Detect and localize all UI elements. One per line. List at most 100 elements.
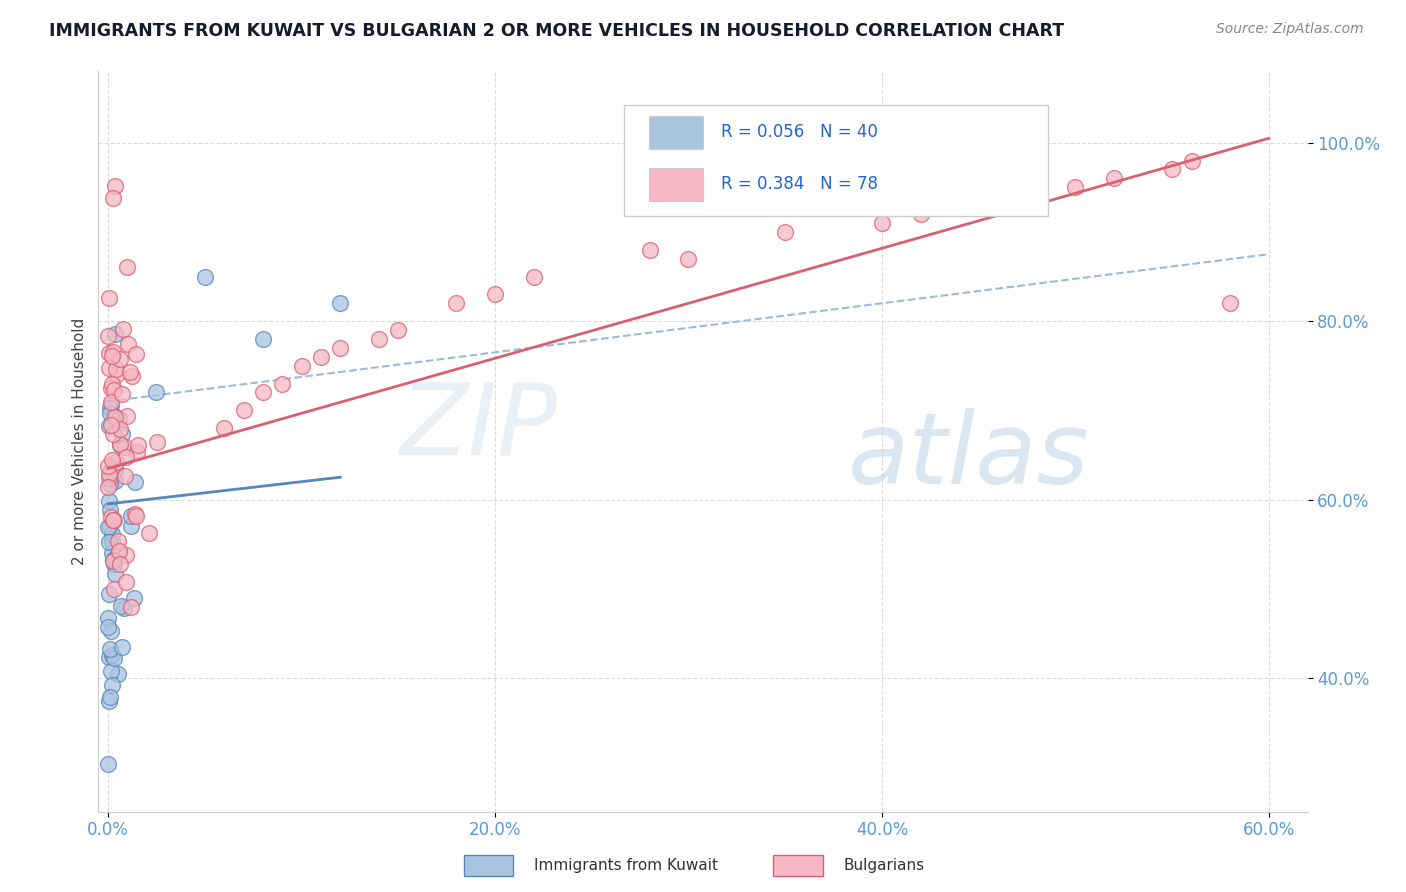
Text: IMMIGRANTS FROM KUWAIT VS BULGARIAN 2 OR MORE VEHICLES IN HOUSEHOLD CORRELATION : IMMIGRANTS FROM KUWAIT VS BULGARIAN 2 OR… <box>49 22 1064 40</box>
Point <box>114 450 136 464</box>
Point <box>446 296 468 310</box>
Point <box>97 291 120 305</box>
Point <box>138 526 160 541</box>
Point <box>98 519 121 533</box>
Point <box>368 332 391 346</box>
Point <box>104 455 127 469</box>
Point <box>105 367 128 381</box>
Point <box>97 620 120 634</box>
Point <box>111 426 134 441</box>
Point <box>146 434 169 449</box>
Point <box>910 207 932 221</box>
Point <box>107 667 129 681</box>
Point <box>103 650 125 665</box>
Point <box>1161 162 1184 177</box>
Point <box>98 471 121 485</box>
Y-axis label: 2 or more Vehicles in Household: 2 or more Vehicles in Household <box>72 318 87 566</box>
Point <box>104 178 127 193</box>
Point <box>114 574 136 589</box>
Point <box>1219 296 1241 310</box>
Point <box>773 225 796 239</box>
Point <box>252 385 274 400</box>
Point <box>523 269 546 284</box>
Point <box>98 503 121 517</box>
Point <box>103 427 125 442</box>
Point <box>1180 153 1202 168</box>
Point <box>98 642 121 657</box>
Point <box>100 624 122 639</box>
Point <box>107 533 129 548</box>
Point <box>97 480 120 494</box>
Point <box>678 252 700 266</box>
Point <box>98 477 121 491</box>
Point <box>125 347 148 361</box>
Point <box>111 387 134 401</box>
Point <box>1025 189 1047 203</box>
Point <box>114 468 136 483</box>
Point <box>108 412 131 426</box>
Point <box>101 648 124 662</box>
Point <box>117 336 139 351</box>
Point <box>271 376 294 391</box>
Point <box>101 376 124 391</box>
Point <box>100 398 122 412</box>
Text: ZIP: ZIP <box>399 378 558 475</box>
FancyBboxPatch shape <box>648 116 703 149</box>
Point <box>114 440 136 454</box>
Point <box>100 394 122 409</box>
Text: R = 0.056   N = 40: R = 0.056 N = 40 <box>721 123 877 141</box>
Point <box>194 269 217 284</box>
Text: Bulgarians: Bulgarians <box>844 858 925 872</box>
Point <box>108 438 131 452</box>
Point <box>103 557 125 571</box>
Text: Source: ZipAtlas.com: Source: ZipAtlas.com <box>1216 22 1364 37</box>
Point <box>101 678 124 692</box>
Point <box>121 368 143 383</box>
Point <box>484 287 506 301</box>
Point <box>97 459 120 474</box>
FancyBboxPatch shape <box>624 104 1047 216</box>
Point <box>101 533 124 548</box>
Point <box>101 191 124 205</box>
Point <box>104 463 127 477</box>
Point <box>103 409 125 424</box>
Point <box>112 601 135 615</box>
Point <box>105 362 128 376</box>
Point <box>100 417 122 432</box>
Point <box>104 474 127 488</box>
Text: R = 0.384   N = 78: R = 0.384 N = 78 <box>721 175 879 193</box>
Point <box>387 323 409 337</box>
Point <box>101 553 124 567</box>
Point <box>108 437 131 451</box>
Point <box>97 520 120 534</box>
Point <box>108 557 131 571</box>
Point <box>1102 171 1125 186</box>
Point <box>97 535 120 549</box>
Point <box>98 493 121 508</box>
Point <box>107 546 129 560</box>
Point <box>100 527 122 541</box>
Point <box>145 385 167 400</box>
Point <box>97 756 120 771</box>
Point <box>97 329 120 343</box>
Point <box>97 694 120 708</box>
FancyBboxPatch shape <box>648 168 703 201</box>
Point <box>100 381 122 395</box>
Point <box>100 453 122 467</box>
Point <box>101 513 124 527</box>
Point <box>101 350 124 364</box>
Point <box>100 509 122 524</box>
Point <box>120 509 142 524</box>
Point <box>108 422 131 436</box>
Point <box>100 464 122 478</box>
Point <box>98 345 121 359</box>
Point <box>127 444 149 458</box>
Point <box>118 365 141 379</box>
Point <box>104 409 127 424</box>
Point <box>97 467 120 482</box>
Point <box>98 649 121 664</box>
Point <box>120 518 142 533</box>
Text: Immigrants from Kuwait: Immigrants from Kuwait <box>534 858 718 872</box>
Point <box>97 419 120 434</box>
Point <box>112 321 135 335</box>
